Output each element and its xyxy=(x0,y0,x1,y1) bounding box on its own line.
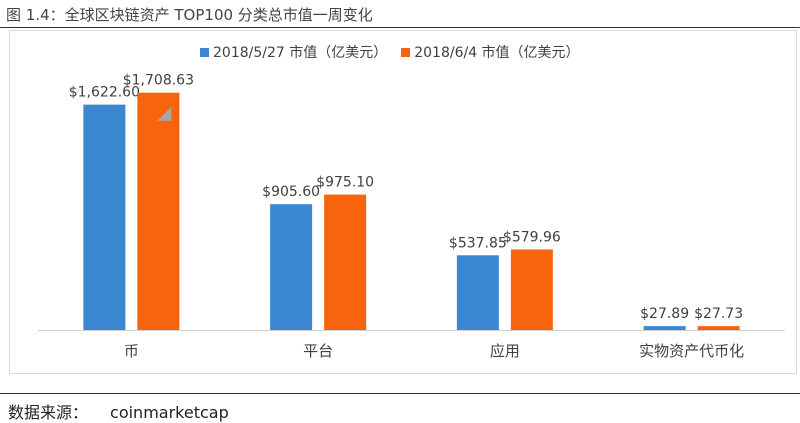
source-value: coinmarketcap xyxy=(110,403,229,422)
figure-title: 图 1.4：全球区块链资产 TOP100 分类总市值一周变化 xyxy=(6,6,373,24)
bar-series-1-3 xyxy=(643,326,686,330)
bar-series-1-0 xyxy=(83,104,126,330)
title-divider xyxy=(0,27,800,28)
legend-label-series-2: 2018/6/4 市值（亿美元） xyxy=(414,45,580,61)
bar-series-1-2 xyxy=(456,255,499,330)
source-note: 数据来源： coinmarketcap xyxy=(8,399,229,423)
chart-legend: 2018/5/27 市值（亿美元） 2018/6/4 市值（亿美元） xyxy=(200,42,594,62)
legend-swatch-series-1 xyxy=(200,47,209,57)
bar-series-2-2 xyxy=(510,249,553,330)
source-label: 数据来源： xyxy=(8,403,89,422)
x-tick-label-3: 实物资产代币化 xyxy=(639,342,744,360)
x-tick-label-0: 币 xyxy=(124,342,139,360)
source-divider xyxy=(0,393,800,394)
x-tick-label-1: 平台 xyxy=(303,342,333,360)
data-label-series-1-2: $537.85 xyxy=(449,235,507,251)
data-label-series-1-1: $905.60 xyxy=(262,184,320,200)
bar-series-2-3 xyxy=(697,326,740,330)
bar-series-2-1 xyxy=(324,194,367,330)
x-tick-label-2: 应用 xyxy=(490,342,520,360)
bar-series-2-0 xyxy=(137,92,180,330)
legend-swatch-series-2 xyxy=(401,47,411,57)
data-label-series-2-1: $975.10 xyxy=(316,175,374,191)
legend-item-series-1: 2018/5/27 市值（亿美元） xyxy=(200,42,387,62)
data-label-series-2-3: $27.73 xyxy=(694,306,743,322)
legend-item-series-2: 2018/6/4 市值（亿美元） xyxy=(401,42,580,62)
data-label-series-2-0: $1,708.63 xyxy=(123,73,194,89)
legend-label-series-1: 2018/5/27 市值（亿美元） xyxy=(213,45,388,61)
bar-series-1-1 xyxy=(270,204,313,330)
data-label-series-1-3: $27.89 xyxy=(640,306,689,322)
resize-marker-icon xyxy=(157,106,172,121)
data-label-series-1-0: $1,622.60 xyxy=(69,85,140,101)
data-label-series-2-2: $579.96 xyxy=(503,229,561,245)
